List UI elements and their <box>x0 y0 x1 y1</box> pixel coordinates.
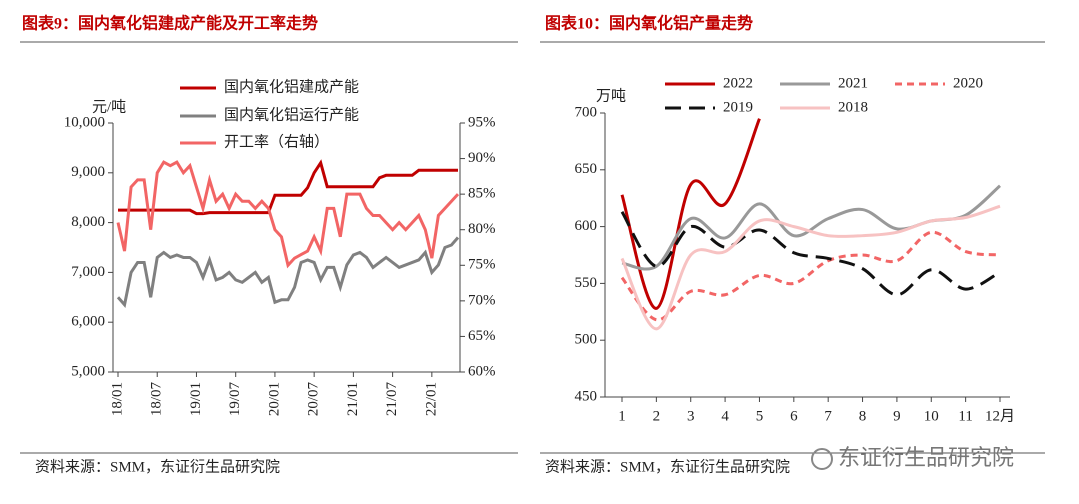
legend-label: 国内氧化铝运行产能 <box>224 106 359 123</box>
y-tick-label: 450 <box>575 388 598 404</box>
x-tick-label: 18/01 <box>109 382 125 416</box>
series-line <box>620 230 1001 322</box>
x-tick-label: 19/07 <box>227 382 243 417</box>
x-tick-label: 10 <box>924 408 939 424</box>
series-line <box>118 159 458 216</box>
x-tick-label: 12月 <box>985 408 1015 424</box>
legend-label: 2018 <box>838 99 868 115</box>
y-tick-label: 9,000 <box>71 164 105 180</box>
y2-tick-label: 80% <box>468 221 496 237</box>
x-tick-label: 19/01 <box>188 382 204 416</box>
x-tick-label: 11 <box>958 408 972 424</box>
watermark: 东证衍生品研究院 <box>838 446 1014 471</box>
series-line <box>620 211 1001 297</box>
chart-title: 图表9：国内氧化铝建成产能及开工率走势 <box>22 14 318 33</box>
x-tick-label: 18/07 <box>149 382 165 417</box>
x-tick-label: 21/07 <box>384 382 400 417</box>
y-axis-label: 万吨 <box>596 87 626 104</box>
legend-label: 2021 <box>838 75 868 91</box>
y-axis-label: 元/吨 <box>92 98 126 115</box>
y-tick-label: 550 <box>575 275 598 291</box>
x-tick-label: 21/01 <box>345 382 361 416</box>
x-tick-label: 6 <box>790 408 798 424</box>
y2-tick-label: 85% <box>468 186 496 202</box>
y-tick-label: 500 <box>575 332 598 348</box>
x-tick-label: 22/01 <box>423 382 439 416</box>
legend-label: 2019 <box>723 99 753 115</box>
x-tick-label: 20/01 <box>266 382 282 416</box>
x-tick-label: 7 <box>824 408 832 424</box>
y-tick-label: 6,000 <box>71 314 105 330</box>
y2-tick-label: 65% <box>468 328 496 344</box>
y2-tick-label: 75% <box>468 257 496 273</box>
x-tick-label: 9 <box>893 408 901 424</box>
y-tick-label: 8,000 <box>71 214 105 230</box>
legend-label: 国内氧化铝建成产能 <box>224 78 359 95</box>
y2-tick-label: 90% <box>468 150 496 166</box>
y-tick-label: 10,000 <box>64 114 105 130</box>
chart-title: 图表10：国内氧化铝产量走势 <box>545 14 753 33</box>
series-line <box>116 160 460 269</box>
watermark-icon <box>811 448 833 470</box>
x-tick-label: 3 <box>687 408 695 424</box>
x-tick-label: 8 <box>859 408 867 424</box>
source: 资料来源：SMM，东证衍生品研究院 <box>545 457 790 475</box>
y2-tick-label: 70% <box>468 292 496 308</box>
y-tick-label: 650 <box>575 161 598 177</box>
x-tick-label: 1 <box>618 408 626 424</box>
y-tick-label: 700 <box>575 104 598 120</box>
y-tick-label: 600 <box>575 218 598 234</box>
x-tick-label: 4 <box>721 408 729 424</box>
legend-label: 开工率（右轴） <box>224 133 329 150</box>
y2-tick-label: 95% <box>468 114 496 130</box>
y-tick-label: 5,000 <box>71 363 105 379</box>
legend-label: 2022 <box>723 75 753 91</box>
x-tick-label: 5 <box>756 408 764 424</box>
series-line <box>620 204 1001 331</box>
legend-label: 2020 <box>953 75 983 91</box>
source: 资料来源：SMM，东证衍生品研究院 <box>35 457 280 475</box>
x-tick-label: 20/07 <box>306 382 322 417</box>
y2-tick-label: 60% <box>468 363 496 379</box>
series-line <box>116 236 460 309</box>
x-tick-label: 2 <box>653 408 661 424</box>
series-line <box>620 118 761 310</box>
y-tick-label: 7,000 <box>71 264 105 280</box>
